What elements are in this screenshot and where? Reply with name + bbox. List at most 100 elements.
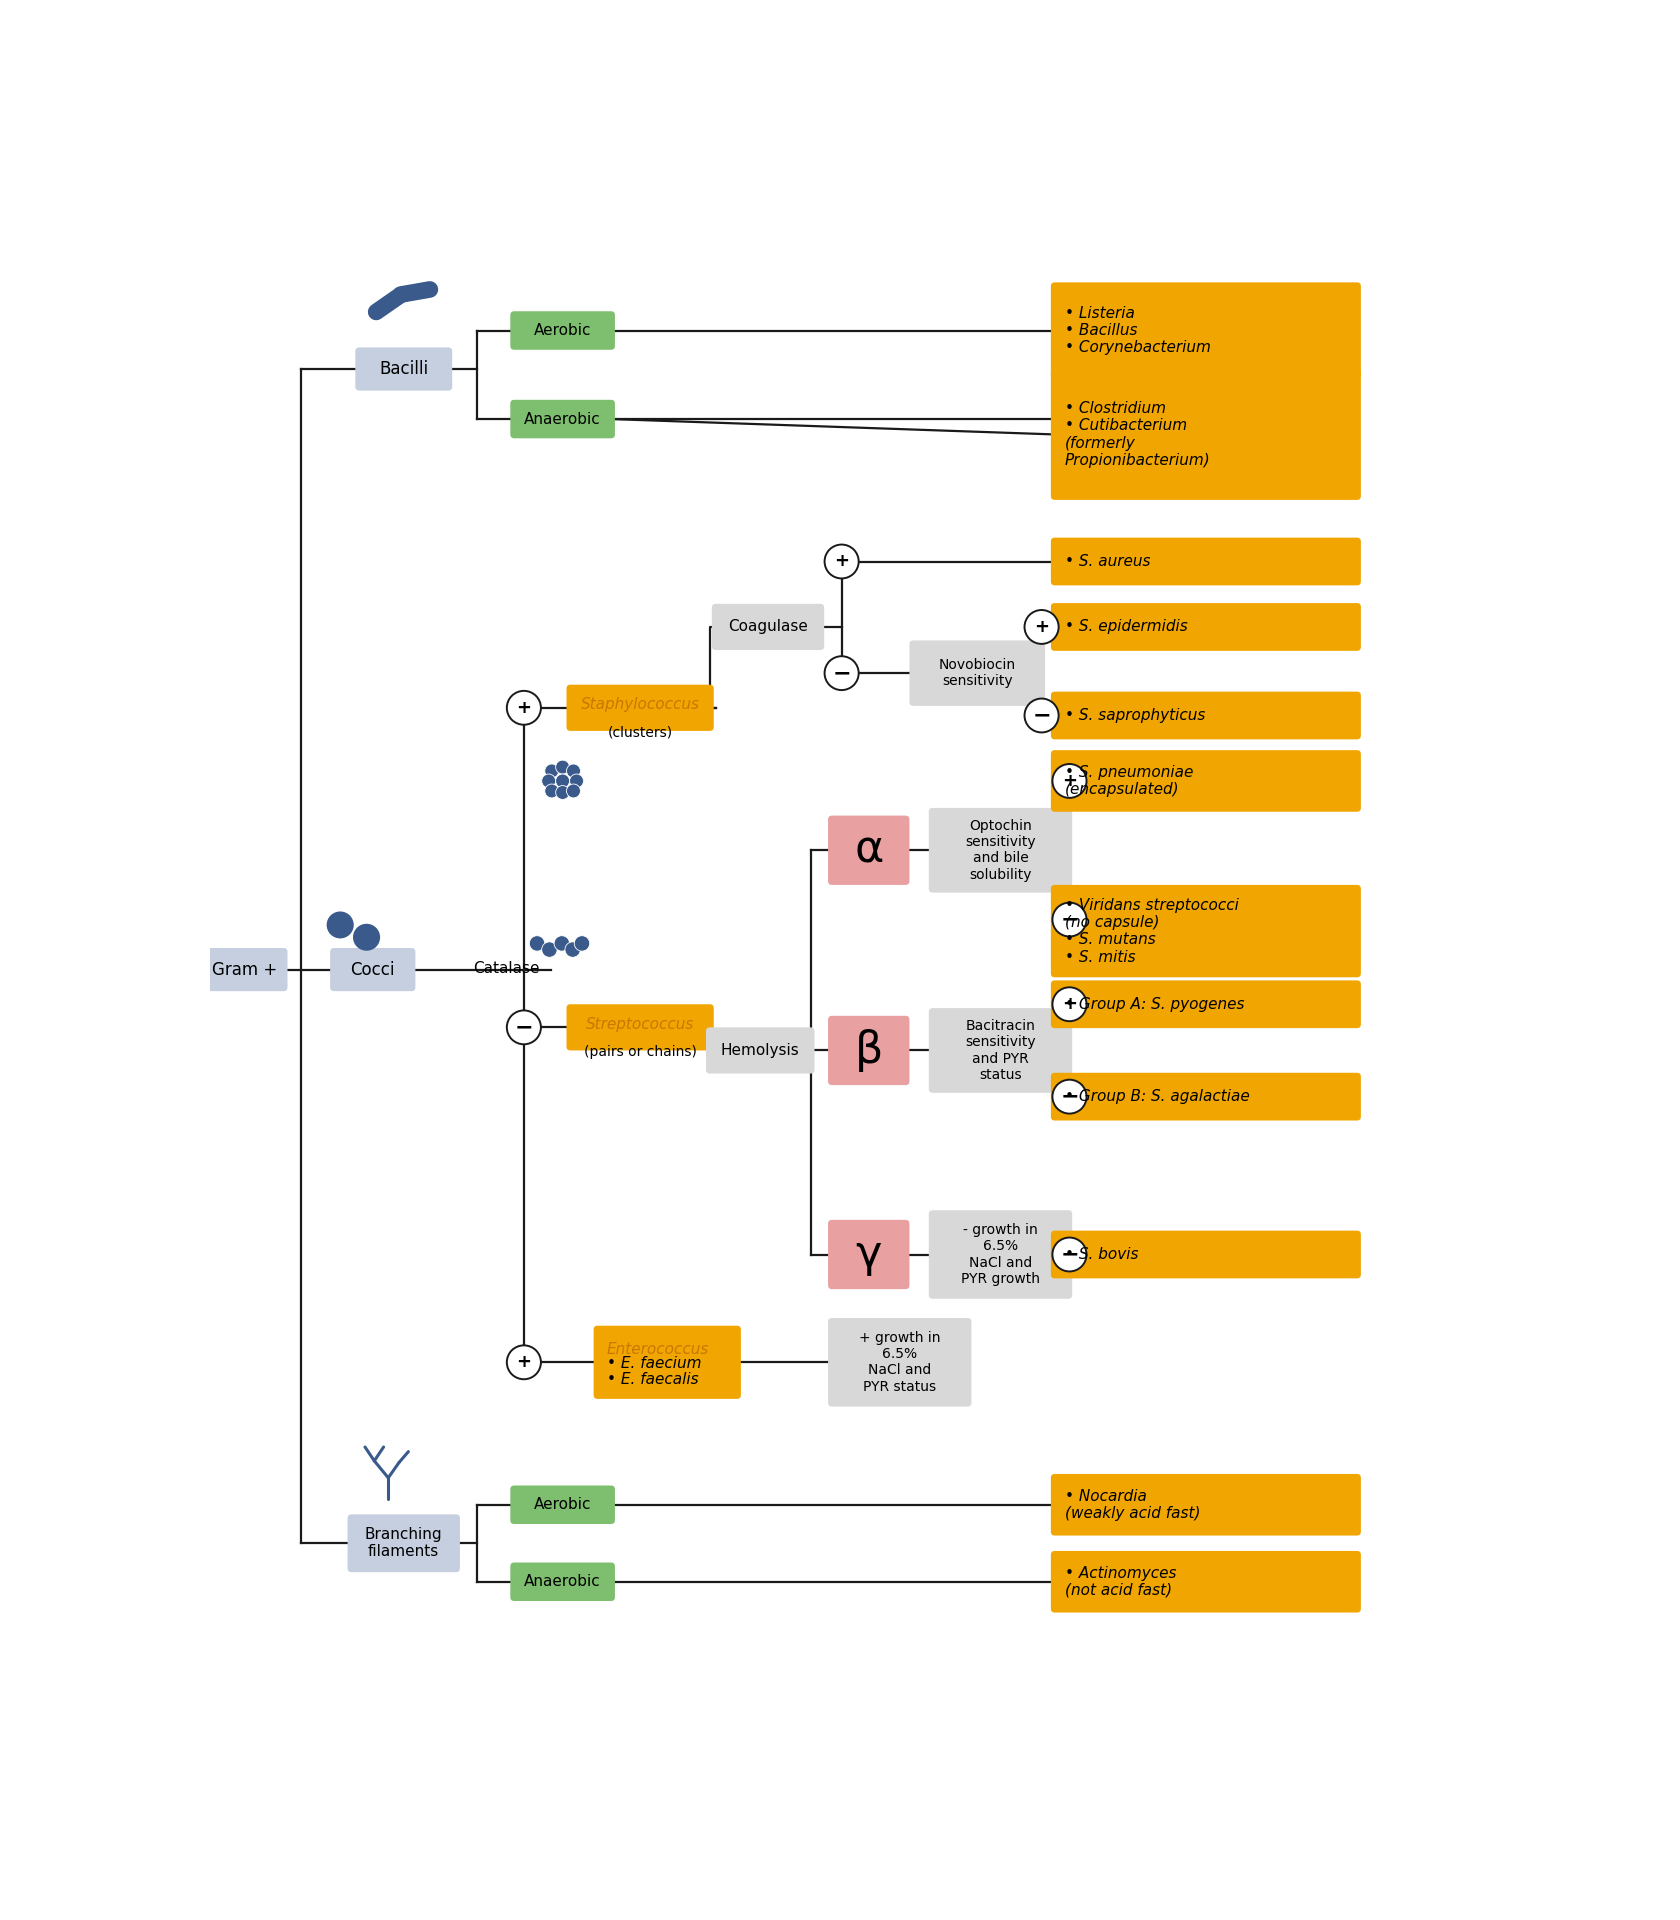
Text: • E. faecium: • E. faecium <box>606 1356 701 1371</box>
FancyBboxPatch shape <box>1052 751 1361 812</box>
Text: • S. saprophyticus: • S. saprophyticus <box>1065 708 1205 724</box>
Text: Anaerobic: Anaerobic <box>524 1574 601 1590</box>
Text: • S. aureus: • S. aureus <box>1065 555 1151 568</box>
FancyBboxPatch shape <box>1052 1073 1361 1121</box>
FancyBboxPatch shape <box>1052 538 1361 586</box>
Circle shape <box>575 935 590 950</box>
FancyBboxPatch shape <box>1052 1231 1361 1279</box>
Text: +: + <box>516 1354 531 1371</box>
FancyBboxPatch shape <box>354 348 452 390</box>
Text: +: + <box>1062 772 1077 789</box>
FancyBboxPatch shape <box>929 1008 1072 1092</box>
FancyBboxPatch shape <box>828 1317 971 1407</box>
Circle shape <box>507 691 541 724</box>
Circle shape <box>541 774 556 787</box>
Circle shape <box>570 774 583 787</box>
Circle shape <box>1052 987 1087 1021</box>
Text: Bacilli: Bacilli <box>380 361 428 378</box>
Text: • Clostridium
• Cutibacterium
(formerly
Propionibacterium): • Clostridium • Cutibacterium (formerly … <box>1065 401 1211 468</box>
FancyBboxPatch shape <box>331 948 415 991</box>
FancyBboxPatch shape <box>909 641 1045 707</box>
FancyBboxPatch shape <box>929 808 1072 893</box>
Text: Bacitracin
sensitivity
and PYR
status: Bacitracin sensitivity and PYR status <box>966 1020 1037 1081</box>
Text: + growth in
6.5%
NaCl and
PYR status: + growth in 6.5% NaCl and PYR status <box>858 1331 941 1394</box>
Circle shape <box>554 935 570 950</box>
Text: +: + <box>1062 995 1077 1014</box>
Text: (pairs or chains): (pairs or chains) <box>583 1044 697 1060</box>
Text: −: − <box>1032 705 1052 726</box>
FancyBboxPatch shape <box>511 311 615 349</box>
Circle shape <box>556 774 570 787</box>
FancyBboxPatch shape <box>706 1027 815 1073</box>
FancyBboxPatch shape <box>929 1210 1072 1298</box>
Text: β: β <box>855 1029 884 1071</box>
Circle shape <box>353 924 380 950</box>
Text: Streptococcus: Streptococcus <box>586 1018 694 1031</box>
Text: Anaerobic: Anaerobic <box>524 411 601 426</box>
Circle shape <box>1052 764 1087 799</box>
FancyBboxPatch shape <box>511 399 615 438</box>
Circle shape <box>825 657 858 689</box>
Circle shape <box>544 783 559 799</box>
Text: α: α <box>853 829 884 872</box>
FancyBboxPatch shape <box>566 685 714 732</box>
FancyBboxPatch shape <box>1052 1551 1361 1613</box>
Circle shape <box>825 545 858 578</box>
Circle shape <box>1052 902 1087 937</box>
Text: +: + <box>516 699 531 716</box>
Text: +: + <box>835 553 848 570</box>
Circle shape <box>564 943 581 958</box>
FancyBboxPatch shape <box>1052 603 1361 651</box>
Text: • Group B: S. agalactiae: • Group B: S. agalactiae <box>1065 1089 1250 1104</box>
Text: (clusters): (clusters) <box>608 726 672 739</box>
Text: −: − <box>514 1018 533 1037</box>
Text: • E. faecalis: • E. faecalis <box>606 1371 699 1386</box>
Text: • S. epidermidis: • S. epidermidis <box>1065 620 1188 634</box>
Text: Branching
filaments: Branching filaments <box>365 1526 442 1559</box>
Text: γ: γ <box>855 1233 882 1277</box>
Text: Optochin
sensitivity
and bile
solubility: Optochin sensitivity and bile solubility <box>966 820 1037 881</box>
Circle shape <box>507 1346 541 1379</box>
Circle shape <box>556 785 570 799</box>
Text: Cocci: Cocci <box>351 960 395 979</box>
Text: Staphylococcus: Staphylococcus <box>581 697 699 712</box>
Circle shape <box>566 764 581 778</box>
FancyBboxPatch shape <box>828 816 909 885</box>
Text: Enterococcus: Enterococcus <box>606 1342 709 1357</box>
Text: −: − <box>1060 1244 1079 1265</box>
Text: Aerobic: Aerobic <box>534 1498 591 1513</box>
Text: Catalase: Catalase <box>474 960 539 975</box>
Text: +: + <box>1035 618 1048 636</box>
Text: • S. bovis: • S. bovis <box>1065 1246 1139 1261</box>
FancyBboxPatch shape <box>828 1219 909 1288</box>
Text: Coagulase: Coagulase <box>727 620 808 634</box>
Text: Aerobic: Aerobic <box>534 323 591 338</box>
Circle shape <box>529 935 544 950</box>
FancyBboxPatch shape <box>1052 1475 1361 1536</box>
Text: Novobiocin
sensitivity: Novobiocin sensitivity <box>939 659 1016 687</box>
FancyBboxPatch shape <box>593 1325 741 1400</box>
Circle shape <box>1025 699 1058 732</box>
Circle shape <box>566 783 581 799</box>
Text: - growth in
6.5%
NaCl and
PYR growth: - growth in 6.5% NaCl and PYR growth <box>961 1223 1040 1286</box>
FancyBboxPatch shape <box>1052 691 1361 739</box>
FancyBboxPatch shape <box>828 1016 909 1085</box>
FancyBboxPatch shape <box>712 605 825 651</box>
FancyBboxPatch shape <box>566 1004 714 1050</box>
Text: Gram +: Gram + <box>212 960 277 979</box>
FancyBboxPatch shape <box>1052 282 1361 378</box>
FancyBboxPatch shape <box>511 1563 615 1601</box>
Circle shape <box>544 764 559 778</box>
Circle shape <box>541 943 558 958</box>
Text: −: − <box>1060 910 1079 929</box>
Text: −: − <box>832 662 852 684</box>
FancyBboxPatch shape <box>511 1486 615 1524</box>
FancyBboxPatch shape <box>202 948 287 991</box>
Circle shape <box>507 1010 541 1044</box>
Circle shape <box>1052 1079 1087 1114</box>
Text: • S. pneumoniae
(encapsulated): • S. pneumoniae (encapsulated) <box>1065 764 1193 797</box>
FancyBboxPatch shape <box>1052 885 1361 977</box>
Text: • Listeria
• Bacillus
• Corynebacterium: • Listeria • Bacillus • Corynebacterium <box>1065 305 1211 355</box>
Text: • Nocardia
(weakly acid fast): • Nocardia (weakly acid fast) <box>1065 1488 1200 1521</box>
Text: • Viridans streptococci
(no capsule)
• S. mutans
• S. mitis: • Viridans streptococci (no capsule) • S… <box>1065 897 1238 964</box>
